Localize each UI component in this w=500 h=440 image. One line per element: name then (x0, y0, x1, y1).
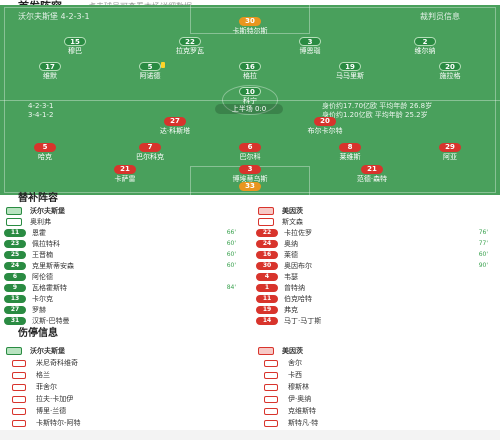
sub-player-row[interactable]: 24 克里斯蒂安森 60' (0, 260, 248, 271)
player-home-m1[interactable]: 17 维默 (15, 62, 85, 80)
injury-icon (264, 407, 278, 415)
subs-home-team: 沃尔夫斯堡 (0, 205, 248, 216)
home-formation-label: 4-2-3-1 (28, 102, 54, 110)
player-away-d1[interactable]: 21 卡萨雷 (114, 165, 136, 183)
sub-player-row[interactable]: 22 卡拉佐罗 76' (252, 227, 500, 238)
sub-player-row[interactable]: 19 弗克 (252, 304, 500, 315)
injuries-home-column: 沃尔夫斯堡 米尼奇科维奇 格兰 菲舍尔 拉夫·卡加伊 博里·兰德 卡斯特尔-阿特 (0, 345, 248, 429)
injury-icon (12, 383, 26, 391)
injury-icon (264, 371, 278, 379)
player-home-m2[interactable]: 5 阿诺德 (115, 62, 185, 80)
halftime-score: 上半场 0:0 (215, 104, 283, 114)
player-home-rb[interactable]: 2 维尔纳 (414, 37, 436, 55)
away-formation-label: 3-4-1-2 (28, 111, 54, 119)
sub-player-row[interactable]: 14 马丁·马丁斯 (252, 315, 500, 326)
sub-player-row[interactable]: 11 伯克哈特 (252, 293, 500, 304)
injury-row[interactable]: 克维斯特 (252, 405, 500, 417)
injuries-away-team: 美因茨 (252, 345, 500, 357)
player-away-m4[interactable]: 8 莱维斯 (339, 143, 361, 161)
player-home-st[interactable]: 10 科宁 (215, 87, 285, 105)
player-home-cb2[interactable]: 3 博恩瑙 (299, 37, 321, 55)
subs-home-column: 沃尔夫斯堡 奥利弗 11 恩霍 66' 23 佩拉特科 60' 25 王晋楠 60' 24 克… (0, 205, 248, 326)
subs-away-team: 美因茨 (252, 205, 500, 216)
referee-label: 裁判员信息 (420, 12, 460, 21)
player-home-gk[interactable]: 30 卡斯特尔斯 (232, 17, 268, 35)
player-away-m3[interactable]: 6 巴尔科 (239, 143, 261, 161)
injuries-home-team: 沃尔夫斯堡 (0, 345, 248, 357)
player-home-m5[interactable]: 20 施拉格 (439, 62, 461, 80)
sub-player-row[interactable]: 24 奥纳 77' (252, 238, 500, 249)
player-away-m2[interactable]: 7 巴尔科克 (136, 143, 164, 161)
injuries-away-column: 美因茨 舍尔 卡西 穆斯林 伊·奥纳 克维斯特 斯特凡·特 (252, 345, 500, 429)
injury-icon (12, 395, 26, 403)
injury-row[interactable]: 卡斯特尔-阿特 (0, 417, 248, 429)
home-value-info: 身价约17.70亿欧 平均年龄 26.8岁 (322, 102, 433, 110)
penalty-box-top (190, 5, 310, 34)
sub-player-row[interactable]: 6 阿伦德 (0, 271, 248, 282)
injury-row[interactable]: 舍尔 (252, 357, 500, 369)
injury-row[interactable]: 菲舍尔 (0, 381, 248, 393)
team-crest-icon (258, 347, 274, 355)
injury-row[interactable]: 米尼奇科维奇 (0, 357, 248, 369)
player-away-d3[interactable]: 21 范德·森特 (356, 165, 388, 183)
sub-player-row[interactable]: 30 奥因布尔 90' (252, 260, 500, 271)
injury-row[interactable]: 斯特凡·特 (252, 417, 500, 429)
sub-player-row[interactable]: 23 佩拉特科 60' (0, 238, 248, 249)
injuries-title: 伤停信息 (18, 328, 58, 339)
team-crest-icon (6, 206, 22, 215)
injury-row[interactable]: 卡西 (252, 369, 500, 381)
injury-row[interactable]: 穆斯林 (252, 381, 500, 393)
half-line (0, 100, 500, 101)
player-home-lb[interactable]: 15 穆巴 (40, 37, 110, 55)
injury-icon (264, 419, 278, 427)
coach-icon (6, 217, 22, 226)
player-away-gk[interactable]: 33 (215, 182, 285, 191)
coach-icon (258, 217, 274, 226)
injury-icon (12, 359, 26, 367)
injury-row[interactable]: 伊·奥纳 (252, 393, 500, 405)
page-footer (0, 430, 500, 440)
player-home-m4[interactable]: 19 马马里斯 (336, 62, 364, 80)
player-away-m1[interactable]: 5 哈克 (10, 143, 80, 161)
sub-player-row[interactable]: 1 曾特纳 (252, 282, 500, 293)
away-value-info: 身价约1.20亿欧 平均年龄 25.2岁 (322, 111, 428, 119)
sub-player-row[interactable]: 4 韦瑟 (252, 271, 500, 282)
team-crest-icon (258, 206, 274, 215)
pitch-border (4, 7, 496, 193)
subs-home-coach: 奥利弗 (0, 216, 248, 227)
injury-row[interactable]: 拉夫·卡加伊 (0, 393, 248, 405)
sub-player-row[interactable]: 27 罗赫 (0, 304, 248, 315)
subs-title: 替补阵容 (18, 193, 58, 204)
player-away-f2[interactable]: 20 布尔卡尔特 (307, 117, 343, 135)
injury-row[interactable]: 博里·兰德 (0, 405, 248, 417)
injury-icon (264, 395, 278, 403)
yellow-card-icon (161, 62, 165, 68)
pitch: 沃尔夫斯堡 4-2-3-1 裁判员信息 30 卡斯特尔斯 15 穆巴 22 拉克… (0, 5, 500, 195)
player-home-cb1[interactable]: 22 拉克罗瓦 (176, 37, 204, 55)
sub-player-row[interactable]: 13 卡尔克 (0, 293, 248, 304)
injury-row[interactable]: 格兰 (0, 369, 248, 381)
player-away-d2[interactable]: 3 博埃蒂乌斯 (232, 165, 268, 183)
team-crest-icon (6, 347, 22, 355)
player-away-m5[interactable]: 29 阿亚 (415, 143, 485, 161)
injury-icon (12, 419, 26, 427)
player-away-f1[interactable]: 27 达·科斯塔 (159, 117, 191, 135)
sub-player-row[interactable]: 9 瓦格霍斯特 84' (0, 282, 248, 293)
sub-player-row[interactable]: 31 汉斯-巴特曼 (0, 315, 248, 326)
center-circle (222, 85, 278, 115)
home-team-label: 沃尔夫斯堡 4-2-3-1 (18, 12, 90, 21)
sub-player-row[interactable]: 25 王晋楠 60' (0, 249, 248, 260)
subs-away-column: 美因茨 斯文森 22 卡拉佐罗 76' 24 奥纳 77' 16 莱德 60' 30 奥因布尔… (252, 205, 500, 326)
injury-icon (264, 383, 278, 391)
subs-away-coach: 斯文森 (252, 216, 500, 227)
sub-player-row[interactable]: 11 恩霍 66' (0, 227, 248, 238)
injury-icon (264, 359, 278, 367)
sub-player-row[interactable]: 16 莱德 60' (252, 249, 500, 260)
injury-icon (12, 371, 26, 379)
injury-icon (12, 407, 26, 415)
player-home-m3[interactable]: 16 格拉 (215, 62, 285, 80)
